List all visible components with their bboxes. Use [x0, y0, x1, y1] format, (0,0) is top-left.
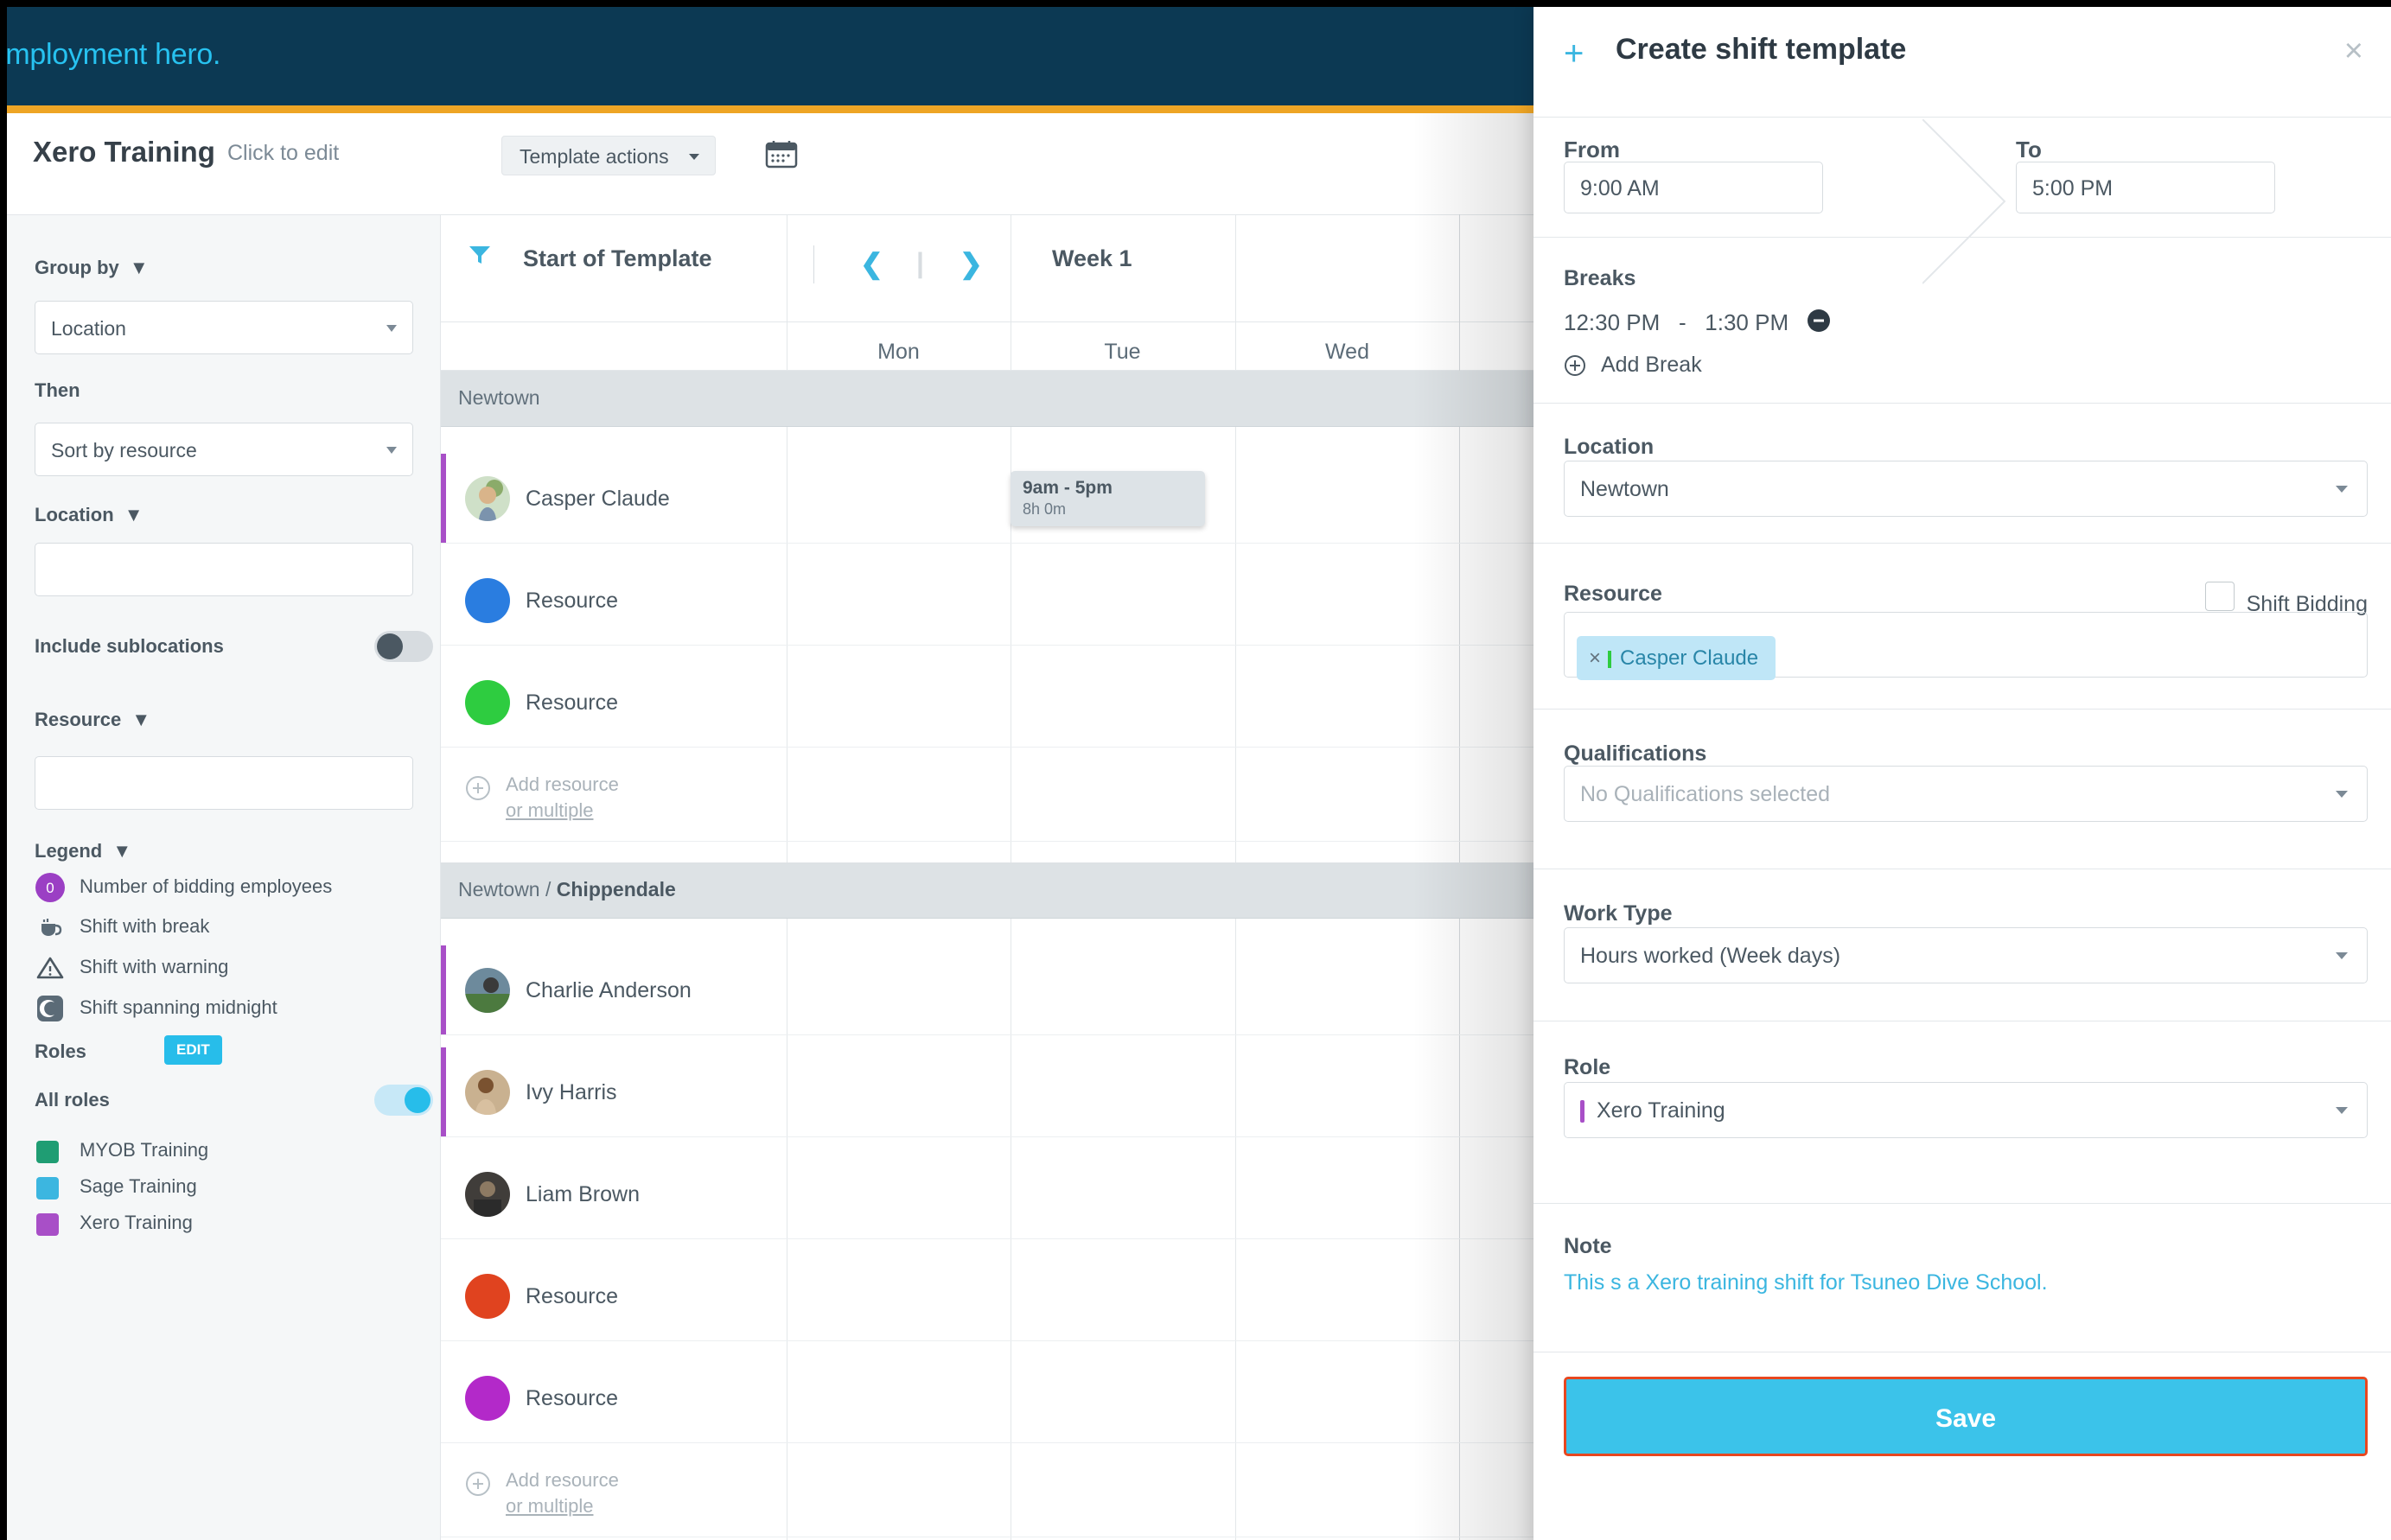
svg-text:0: 0	[46, 880, 54, 896]
